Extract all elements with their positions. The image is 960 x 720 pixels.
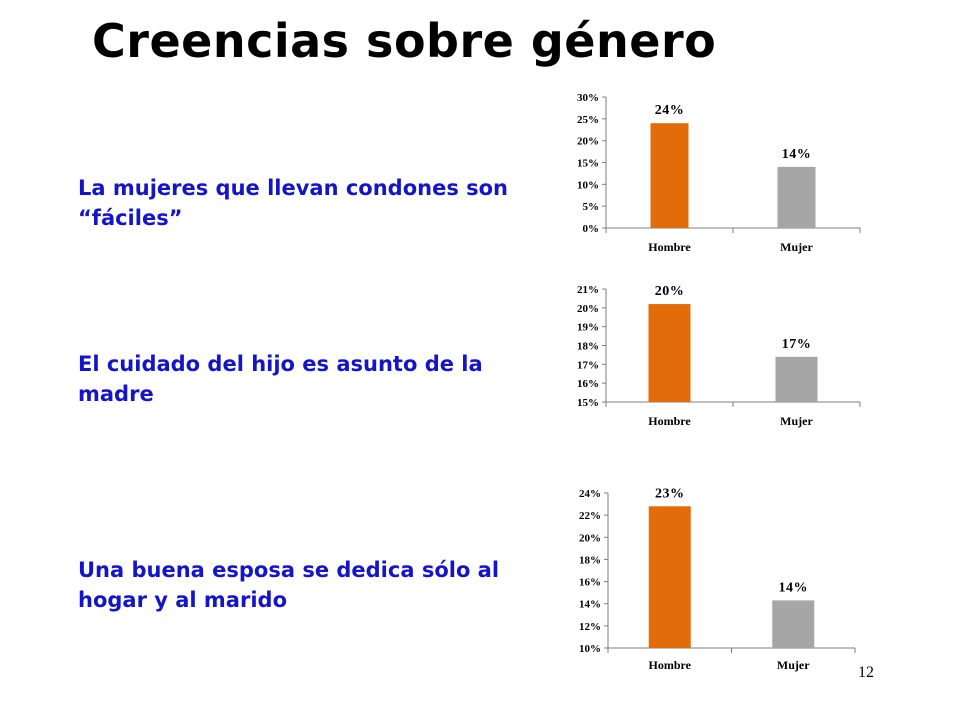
- data-label-mujer: 17%: [782, 337, 812, 352]
- chart-buena-esposa: 10% 12% 14% 16% 18% 20% 22% 24% 23% Hombre 14% Muje…: [579, 486, 856, 672]
- data-label-hombre: 20%: [655, 284, 685, 299]
- y-tick-label: 10%: [579, 643, 601, 655]
- bar-hombre: [648, 304, 691, 402]
- data-label-mujer: 14%: [779, 580, 809, 595]
- y-tick-label: 22%: [579, 510, 601, 522]
- y-tick-label: 20%: [577, 303, 599, 315]
- y-tick-label: 25%: [577, 114, 599, 126]
- category-label-mujer: Mujer: [780, 414, 813, 428]
- page-title: Creencias sobre género: [92, 14, 717, 68]
- bar-mujer: [775, 356, 818, 402]
- y-tick-label: 21%: [577, 284, 599, 296]
- y-tick-label: 17%: [577, 359, 599, 371]
- data-label-hombre: 23%: [655, 486, 685, 501]
- y-tick-label: 14%: [579, 599, 601, 611]
- y-tick-label: 5%: [583, 201, 600, 213]
- y-tick-label: 18%: [577, 341, 599, 353]
- y-tick-label: 18%: [579, 554, 601, 566]
- bar-hombre: [648, 506, 691, 648]
- category-label-hombre: Hombre: [648, 240, 691, 254]
- y-tick-label: 16%: [579, 577, 601, 589]
- y-tick-label: 12%: [579, 621, 601, 633]
- data-label-hombre: 24%: [655, 103, 685, 118]
- data-label-mujer: 14%: [782, 147, 812, 162]
- category-label-mujer: Mujer: [780, 240, 813, 254]
- statement-cuidado-hijo: El cuidado del hijo es asunto de la madr…: [78, 352, 483, 406]
- y-tick-label: 15%: [577, 397, 599, 409]
- statement-condones: La mujeres que llevan condones son “fáci…: [78, 176, 509, 230]
- statement-buena-esposa: Una buena esposa se dedica sólo al hogar…: [78, 558, 500, 612]
- bar-hombre: [650, 123, 689, 228]
- category-label-mujer: Mujer: [777, 658, 810, 672]
- y-tick-label: 20%: [579, 532, 601, 544]
- y-tick-label: 0%: [583, 223, 600, 235]
- y-tick-label: 24%: [579, 488, 601, 500]
- y-tick-label: 15%: [577, 158, 599, 170]
- category-label-hombre: Hombre: [649, 658, 692, 672]
- y-tick-label: 16%: [577, 378, 599, 390]
- category-label-hombre: Hombre: [648, 414, 691, 428]
- y-tick-label: 20%: [577, 136, 599, 148]
- y-tick-label: 19%: [577, 322, 599, 334]
- bar-mujer: [777, 166, 816, 228]
- y-tick-label: 30%: [577, 92, 599, 104]
- page-number: 12: [858, 664, 874, 681]
- chart-cuidado-hijo: 15% 16% 17% 18% 19% 20% 21% 20% Hombre 17% Mujer: [577, 284, 861, 428]
- chart-condones: 0% 5% 10% 15% 20% 25% 30% 24% Hombre 14% Mujer: [577, 92, 861, 254]
- bar-mujer: [772, 600, 815, 648]
- y-tick-label: 10%: [577, 179, 599, 191]
